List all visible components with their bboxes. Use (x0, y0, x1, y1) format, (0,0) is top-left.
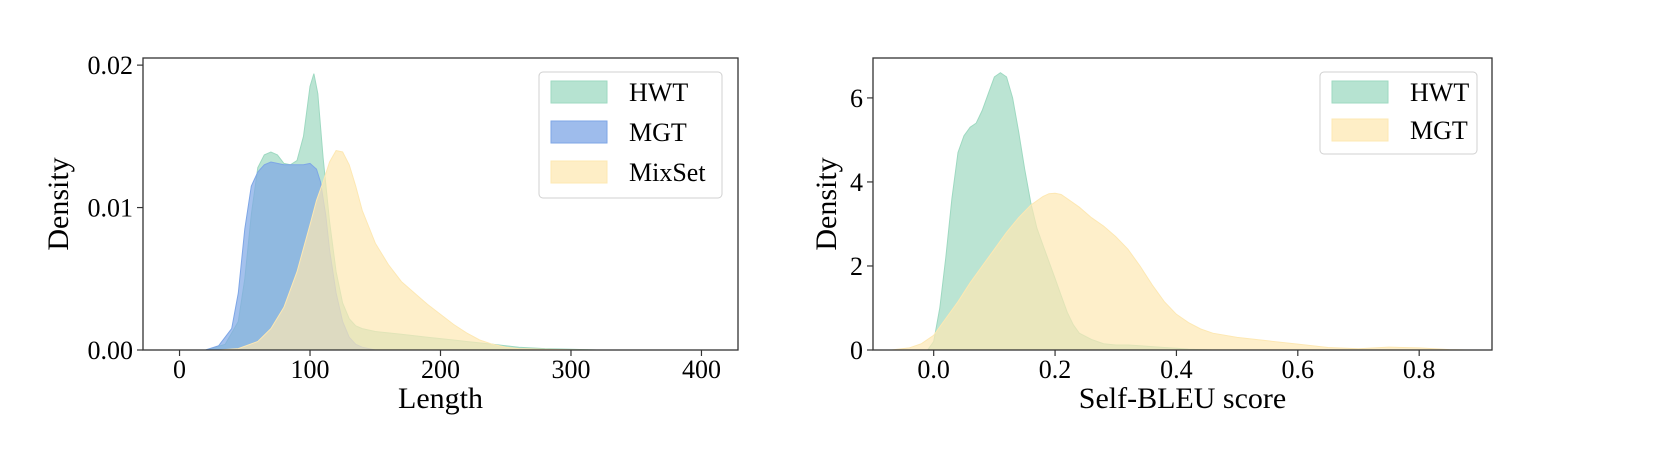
legend: HWT MGT MixSet (538, 71, 723, 199)
legend-swatch-mgt (1331, 118, 1389, 142)
x-tick-label: 0.8 (1403, 355, 1436, 384)
y-tick-label: 6 (850, 84, 863, 113)
x-tick-label: 400 (682, 355, 721, 384)
legend-swatch-mixset (550, 160, 608, 184)
x-tick-label: 300 (551, 355, 590, 384)
x-tick-label: 0.4 (1160, 355, 1193, 384)
x-tick-label: 0 (173, 355, 186, 384)
x-tick-label: 0.6 (1282, 355, 1315, 384)
self-bleu-density-panel: 0.0 0.2 0.4 0.6 0.8 0 2 4 6 Self-BLEU score Densit… (810, 57, 1493, 415)
density-area-mgt (891, 192, 1468, 351)
x-tick-label: 200 (421, 355, 460, 384)
legend-label-hwt: HWT (1410, 78, 1469, 107)
y-tick-label: 0 (850, 336, 863, 365)
legend-label-mixset: MixSet (629, 158, 706, 187)
x-tick-label: 0.0 (917, 355, 950, 384)
legend-swatch-mgt (550, 120, 608, 144)
legend-swatch-hwt (1331, 80, 1389, 104)
plot-frame (872, 57, 1493, 351)
x-axis-label: Length (398, 382, 483, 415)
x-tick-label: 0.2 (1039, 355, 1072, 384)
y-axis-label: Density (42, 157, 75, 250)
y-tick-label: 0.01 (88, 194, 134, 223)
legend-label-mgt: MGT (629, 118, 687, 147)
y-axis-label: Density (810, 157, 843, 250)
y-tick-label: 2 (850, 252, 863, 281)
legend-label-mgt: MGT (1410, 116, 1468, 145)
x-axis-label: Self-BLEU score (1079, 382, 1286, 415)
y-tick-label: 0.02 (88, 51, 134, 80)
length-density-panel: 0 100 200 300 400 0.00 0.01 0.02 Length Density HW… (42, 51, 739, 415)
x-tick-label: 100 (291, 355, 330, 384)
legend-label-hwt: HWT (629, 78, 688, 107)
y-tick-label: 4 (850, 168, 863, 197)
legend: HWT MGT (1319, 71, 1478, 155)
y-tick-label: 0.00 (88, 336, 134, 365)
legend-swatch-hwt (550, 80, 608, 104)
